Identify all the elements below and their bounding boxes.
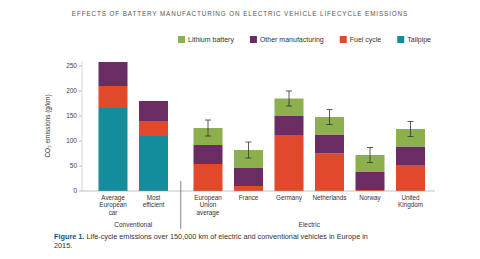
y-axis-label: CO₂ emissions (g/km) <box>44 94 52 157</box>
title: EFFECTS OF BATTERY MANUFACTURING ON ELEC… <box>72 10 408 17</box>
error-line <box>248 142 249 158</box>
error-cap <box>286 91 292 92</box>
error-cap <box>205 120 211 121</box>
legend-swatch <box>340 36 347 43</box>
legend-swatch <box>397 36 404 43</box>
y-tick <box>79 141 82 142</box>
y-tick <box>79 116 82 117</box>
bar-segment <box>139 121 168 136</box>
x-tick-label: AverageEuropeancar <box>99 194 127 216</box>
x-tick-label: France <box>239 194 259 201</box>
y-tick <box>79 166 82 167</box>
x-tick-label: Mostefficient <box>143 194 165 208</box>
legend-swatch <box>250 36 257 43</box>
bar-segment <box>396 147 425 166</box>
x-tick-label: Norway <box>359 194 381 202</box>
x-tick-label: UnitedKingdom <box>398 194 423 209</box>
y-tick-label: 250 <box>66 62 77 69</box>
y-axis-line <box>82 61 83 191</box>
x-tick-label: Netherlands <box>313 194 347 201</box>
label-line: Most <box>147 194 161 201</box>
y-tick-label: 0 <box>73 187 77 194</box>
error-cap <box>408 121 414 122</box>
group-separator <box>180 181 181 229</box>
chart: EFFECTS OF BATTERY MANUFACTURING ON ELEC… <box>0 0 480 259</box>
y-tick-label: 100 <box>66 137 77 144</box>
label-line: efficient <box>143 201 165 208</box>
bar-segment <box>99 86 128 108</box>
y-tick-label: 150 <box>66 112 77 119</box>
legend-entry: Tailpipe <box>397 36 431 44</box>
error-cap <box>246 158 252 159</box>
bar-segment <box>194 164 223 191</box>
bars <box>99 62 426 191</box>
label-line: Kingdom <box>398 201 423 209</box>
legend-label: Fuel cycle <box>350 36 382 44</box>
error-line <box>208 120 209 136</box>
legend-entry: Lithium battery <box>178 36 234 44</box>
label-line: car <box>109 209 118 216</box>
bar-segment <box>139 101 168 121</box>
legend-label: Other manufacturing <box>260 36 324 44</box>
x-axis-line <box>82 191 435 192</box>
y-tick-label: 200 <box>66 87 77 94</box>
error-cap <box>286 106 292 107</box>
legend-label: Tailpipe <box>407 36 431 44</box>
caption-box: Figure 1. Life-cycle emissions over 150,… <box>54 232 384 258</box>
bar-segment <box>194 145 223 164</box>
legend-entry: Other manufacturing <box>250 36 324 44</box>
y-tick <box>79 66 82 67</box>
error-bar <box>205 120 211 136</box>
bar-segment <box>396 165 425 191</box>
caption-lead: Figure 1. <box>54 232 84 241</box>
error-bar <box>327 110 333 125</box>
error-cap <box>327 109 333 110</box>
legend-entry: Fuel cycle <box>340 36 382 44</box>
error-line <box>329 110 330 125</box>
error-cap <box>367 147 373 148</box>
label-line: Norway <box>359 194 381 202</box>
y-tick <box>79 91 82 92</box>
legend-label: Lithium battery <box>188 36 234 44</box>
bar-segment <box>234 186 263 191</box>
y-tick <box>79 191 82 192</box>
error-bar <box>286 91 292 106</box>
bar-segment <box>356 172 385 190</box>
legend-swatch <box>178 36 185 43</box>
bar-segment <box>315 154 344 192</box>
x-tick-label: EuropeanUnionaverage <box>194 194 222 217</box>
error-cap <box>205 136 211 137</box>
error-cap <box>327 124 333 125</box>
label-line: Union <box>200 201 217 208</box>
bar-segment <box>139 136 168 191</box>
bar-segment <box>99 108 128 191</box>
label-line: France <box>239 194 259 201</box>
error-line <box>289 91 290 106</box>
bar-segment <box>234 168 263 186</box>
label-line: Netherlands <box>313 194 347 201</box>
error-cap <box>408 136 414 137</box>
bar-segment <box>99 62 128 86</box>
bar-segment <box>275 116 304 135</box>
label-line: United <box>401 194 420 201</box>
label-line: Germany <box>276 194 303 202</box>
y-tick-label: 50 <box>70 162 78 169</box>
group-label: Electric <box>299 221 321 228</box>
error-cap <box>367 162 373 163</box>
error-cap <box>246 142 252 143</box>
bar-segment <box>315 135 344 154</box>
error-bar <box>246 142 252 158</box>
error-line <box>370 148 371 163</box>
error-bar <box>367 148 373 163</box>
bar-segment <box>275 135 304 191</box>
error-line <box>410 122 411 137</box>
group-label: Conventional <box>114 221 152 228</box>
x-tick-label: Germany <box>276 194 303 202</box>
error-bar <box>408 122 414 137</box>
label-line: average <box>197 209 220 217</box>
caption: Figure 1. Life-cycle emissions over 150,… <box>54 232 384 250</box>
